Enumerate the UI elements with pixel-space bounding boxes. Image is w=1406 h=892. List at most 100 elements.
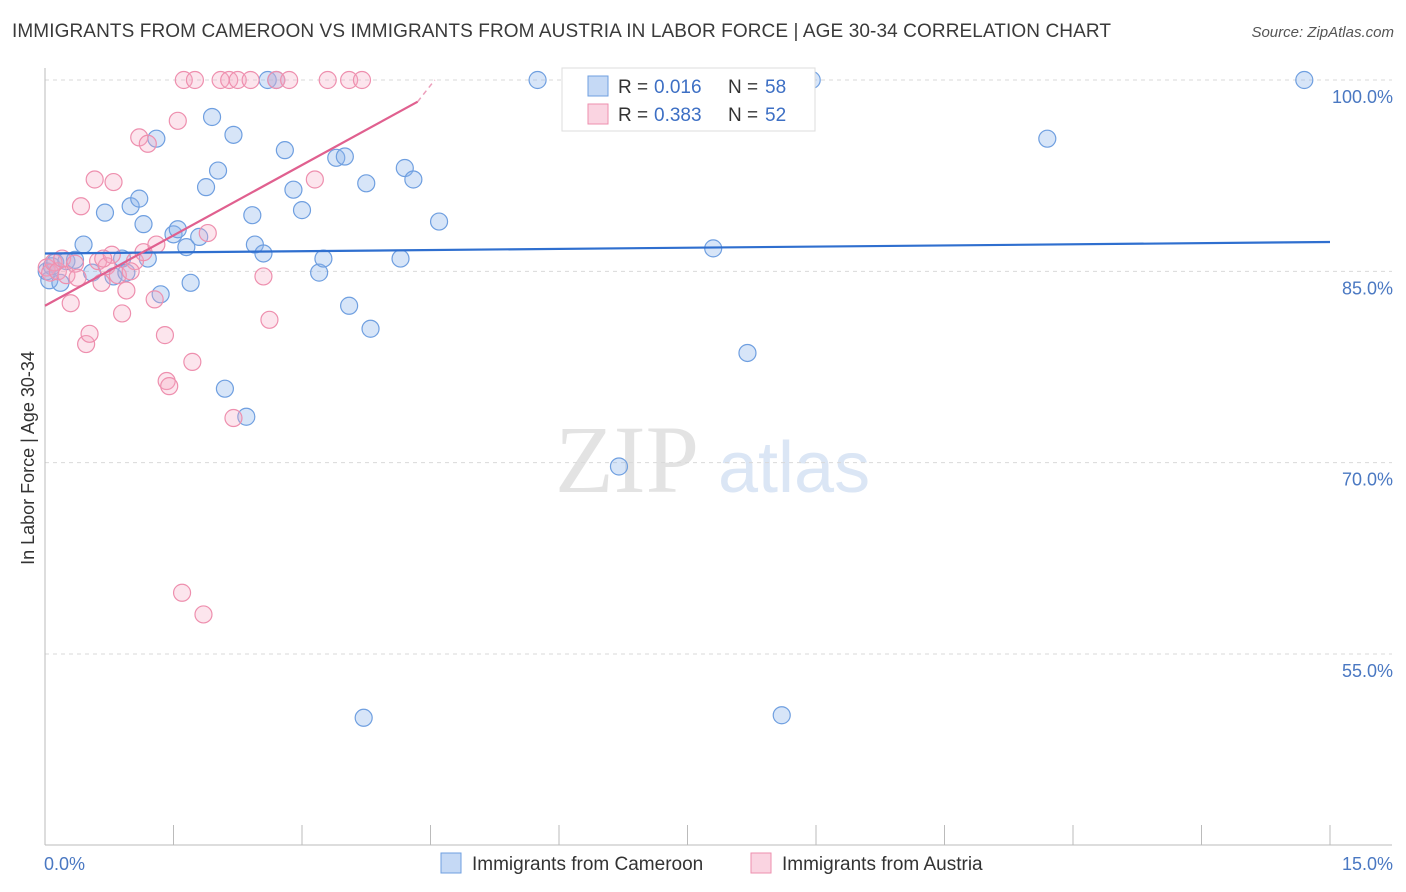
data-point <box>318 70 337 90</box>
data-point <box>1038 129 1057 148</box>
data-point <box>208 161 228 180</box>
legend-n-label-austria: N = <box>728 105 758 126</box>
data-point <box>172 583 192 602</box>
data-point <box>74 235 93 254</box>
data-point <box>190 227 209 246</box>
trend-lines <box>44 79 1331 307</box>
legend-r-cameroon: 0.016 <box>654 77 702 98</box>
data-point <box>183 352 202 371</box>
axes <box>44 68 1392 846</box>
data-point <box>609 457 629 476</box>
data-point <box>198 223 217 243</box>
data-point <box>243 206 262 225</box>
legend-r-austria: 0.383 <box>654 105 702 126</box>
data-point <box>168 111 187 130</box>
legend-n-cameroon: 58 <box>765 77 786 98</box>
legend-swatch-austria <box>587 103 609 125</box>
data-point <box>357 174 376 193</box>
data-point <box>228 70 247 90</box>
data-point <box>340 296 359 315</box>
data-point <box>314 249 333 268</box>
data-point <box>65 254 85 273</box>
data-point <box>354 708 373 727</box>
data-point <box>121 262 140 281</box>
data-point <box>94 249 113 268</box>
data-point <box>95 203 115 222</box>
data-point <box>77 334 96 354</box>
x-tick-labels: 0.0% 15.0% <box>44 854 1393 874</box>
data-point <box>352 70 372 90</box>
watermark: ZIP atlas <box>555 406 870 513</box>
data-point <box>275 141 294 160</box>
data-point <box>335 147 354 166</box>
data-point <box>194 605 213 624</box>
data-point <box>305 170 324 189</box>
series-austria-points <box>37 70 372 624</box>
data-point <box>254 244 273 263</box>
data-point <box>138 134 157 153</box>
data-point <box>112 304 132 323</box>
data-point <box>267 70 286 90</box>
data-point <box>202 107 222 127</box>
legend-n-label-cameroon: N = <box>728 77 758 98</box>
legend-r-label-cameroon: R = <box>618 77 648 98</box>
data-point <box>241 70 260 90</box>
legend-n-austria: 52 <box>765 105 786 126</box>
data-point <box>181 273 200 292</box>
x-tick-label: 15.0% <box>1342 854 1393 874</box>
data-point <box>85 170 104 189</box>
data-point <box>104 172 123 192</box>
y-tick-label: 100.0% <box>1332 87 1393 107</box>
gridlines <box>45 79 1392 655</box>
data-point <box>528 70 547 90</box>
y-tick-label: 70.0% <box>1342 470 1393 490</box>
trend-line-blue <box>44 240 1331 255</box>
data-point <box>157 371 176 391</box>
data-point <box>292 201 312 220</box>
data-point <box>134 215 153 234</box>
data-point <box>71 197 91 216</box>
y-tick-labels: 100.0% 85.0% 70.0% 55.0% <box>1332 87 1393 681</box>
data-point <box>102 245 121 264</box>
bottom-legend-label-austria: Immigrants from Austria <box>782 854 983 875</box>
data-point <box>196 178 216 197</box>
x-tick-label: 0.0% <box>44 854 85 874</box>
data-point <box>429 212 449 231</box>
source-credit: Source: ZipAtlas.com <box>1251 24 1394 41</box>
legend-swatch-cameroon <box>587 75 609 97</box>
data-point <box>772 706 791 725</box>
data-point <box>117 281 136 300</box>
data-point <box>80 324 99 343</box>
series-cameroon-points <box>37 70 1314 727</box>
data-point <box>160 377 179 396</box>
data-point <box>61 294 80 313</box>
bottom-legend-swatch-cameroon <box>440 852 462 874</box>
watermark-zip: ZIP <box>555 406 699 513</box>
data-point <box>68 268 87 287</box>
data-point <box>310 263 329 282</box>
y-axis-title: In Labor Force | Age 30-34 <box>18 351 38 565</box>
data-point <box>738 343 757 363</box>
data-point <box>155 326 175 345</box>
data-point <box>404 170 423 189</box>
data-point <box>260 310 279 329</box>
data-point <box>130 189 149 208</box>
y-tick-label: 85.0% <box>1342 278 1393 298</box>
data-point <box>224 125 243 144</box>
data-point <box>145 290 164 309</box>
data-point <box>215 379 234 398</box>
data-point <box>151 285 170 304</box>
trend-line-extension-pink <box>417 79 436 103</box>
legend-r-label-austria: R = <box>618 105 648 126</box>
trend-line-pink <box>44 100 419 307</box>
data-point <box>340 70 359 90</box>
correlation-legend: R = 0.016 N = 58 R = 0.383 N = 52 <box>561 67 816 132</box>
data-point <box>224 408 243 428</box>
data-point <box>185 70 205 90</box>
watermark-atlas: atlas <box>718 428 870 508</box>
data-point <box>391 249 410 268</box>
data-point <box>280 70 299 90</box>
data-point <box>1295 70 1314 90</box>
data-point <box>284 180 303 199</box>
